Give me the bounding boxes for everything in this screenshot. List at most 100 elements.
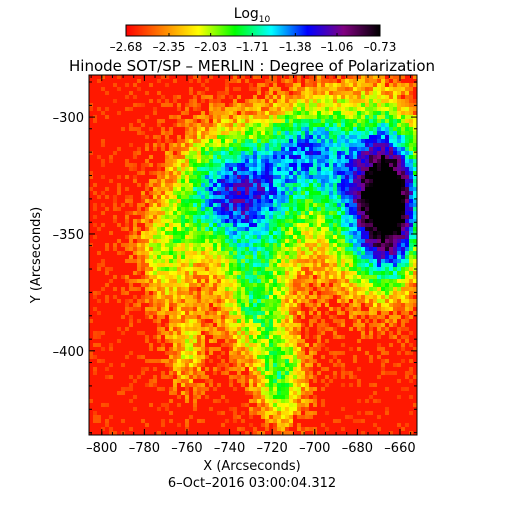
heatmap-cell xyxy=(317,191,321,195)
heatmap-cell xyxy=(321,159,325,163)
heatmap-cell xyxy=(241,251,245,255)
heatmap-cell xyxy=(261,155,265,159)
heatmap-cell xyxy=(409,279,413,283)
heatmap-cell xyxy=(369,99,373,103)
heatmap-cell xyxy=(385,259,389,263)
heatmap-cell xyxy=(89,175,93,179)
heatmap-cell xyxy=(257,99,261,103)
heatmap-cell xyxy=(229,159,233,163)
heatmap-cell xyxy=(381,359,385,363)
heatmap-cell xyxy=(249,255,253,259)
heatmap-cell xyxy=(257,279,261,283)
heatmap-cell xyxy=(333,263,337,267)
heatmap-cell xyxy=(217,139,221,143)
heatmap-cell xyxy=(221,143,225,147)
heatmap-cell xyxy=(337,75,341,79)
heatmap-cell xyxy=(393,139,397,143)
heatmap-cell xyxy=(309,111,313,115)
heatmap-cell xyxy=(341,99,345,103)
heatmap-cell xyxy=(253,223,257,227)
heatmap-cell xyxy=(213,131,217,135)
heatmap-cell xyxy=(189,223,193,227)
heatmap-cell xyxy=(285,367,289,371)
heatmap-cell xyxy=(289,239,293,243)
heatmap-cell xyxy=(185,387,189,391)
heatmap-cell xyxy=(201,299,205,303)
heatmap-cell xyxy=(385,263,389,267)
heatmap-cell xyxy=(237,295,241,299)
colorbar-tick-label: –1.71 xyxy=(236,40,269,54)
heatmap-cell xyxy=(277,363,281,367)
heatmap-cell xyxy=(257,135,261,139)
heatmap-cell xyxy=(273,331,277,335)
heatmap-cell xyxy=(181,359,185,363)
heatmap-cell xyxy=(409,379,413,383)
heatmap-cell xyxy=(285,223,289,227)
heatmap-cell xyxy=(349,243,353,247)
heatmap-cell xyxy=(401,343,405,347)
heatmap-cell xyxy=(349,275,353,279)
heatmap-cell xyxy=(305,187,309,191)
heatmap-cell xyxy=(189,375,193,379)
heatmap-cell xyxy=(413,131,417,135)
heatmap-cell xyxy=(273,363,277,367)
heatmap-cell xyxy=(241,343,245,347)
heatmap-cell xyxy=(257,327,261,331)
heatmap-cell xyxy=(413,171,417,175)
heatmap-cell xyxy=(277,131,281,135)
heatmap-cell xyxy=(221,207,225,211)
heatmap-cell xyxy=(317,103,321,107)
heatmap-cell xyxy=(297,163,301,167)
heatmap-cell xyxy=(177,203,181,207)
heatmap-cell xyxy=(277,319,281,323)
heatmap-cell xyxy=(217,239,221,243)
heatmap-cell xyxy=(261,251,265,255)
heatmap-cell xyxy=(281,131,285,135)
heatmap-cell xyxy=(341,163,345,167)
heatmap-cell xyxy=(145,243,149,247)
heatmap-cell xyxy=(165,331,169,335)
heatmap-cell xyxy=(285,259,289,263)
heatmap-cell xyxy=(345,231,349,235)
heatmap-cell xyxy=(413,179,417,183)
heatmap-cell xyxy=(165,223,169,227)
heatmap-cell xyxy=(305,87,309,91)
heatmap-cell xyxy=(233,107,237,111)
heatmap-cell xyxy=(121,363,125,367)
heatmap-cell xyxy=(349,231,353,235)
heatmap-cell xyxy=(365,159,369,163)
heatmap-cell xyxy=(313,387,317,391)
heatmap-cell xyxy=(193,367,197,371)
heatmap-cell xyxy=(249,151,253,155)
heatmap-cell xyxy=(261,267,265,271)
heatmap-cell xyxy=(389,227,393,231)
heatmap-cell xyxy=(325,131,329,135)
heatmap-cell xyxy=(229,187,233,191)
heatmap-cell xyxy=(385,175,389,179)
heatmap-cell xyxy=(369,247,373,251)
heatmap-cell xyxy=(245,299,249,303)
heatmap-cell xyxy=(361,315,365,319)
heatmap-cell xyxy=(265,135,269,139)
heatmap-cell xyxy=(253,383,257,387)
heatmap-cell xyxy=(157,139,161,143)
heatmap-cell xyxy=(313,111,317,115)
heatmap-cell xyxy=(189,235,193,239)
heatmap-cell xyxy=(117,391,121,395)
heatmap-cell xyxy=(309,75,313,79)
heatmap-cell xyxy=(401,115,405,119)
heatmap-cell xyxy=(345,183,349,187)
heatmap-cell xyxy=(177,123,181,127)
heatmap-cell xyxy=(285,251,289,255)
heatmap-cell xyxy=(157,203,161,207)
heatmap-cell xyxy=(409,143,413,147)
heatmap-cell xyxy=(301,227,305,231)
heatmap-cell xyxy=(393,103,397,107)
heatmap-cell xyxy=(157,215,161,219)
heatmap-cell xyxy=(381,319,385,323)
heatmap-cell xyxy=(205,135,209,139)
heatmap-cell xyxy=(281,247,285,251)
heatmap-cell xyxy=(173,247,177,251)
heatmap-cell xyxy=(393,279,397,283)
heatmap-cell xyxy=(197,191,201,195)
